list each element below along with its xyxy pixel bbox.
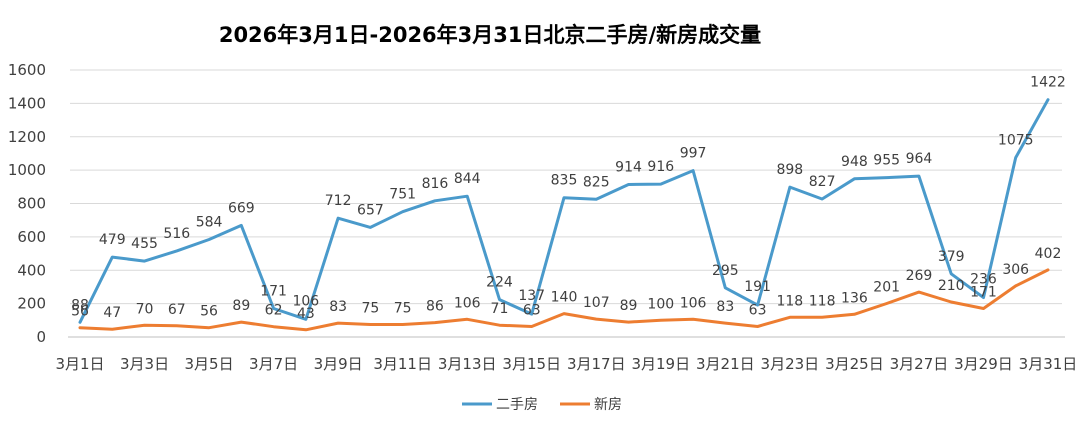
x-tick-label: 3月15日 <box>502 355 561 373</box>
data-label-second-hand: 224 <box>486 275 513 291</box>
data-label-second-hand: 584 <box>196 215 223 231</box>
data-label-second-hand: 191 <box>744 279 771 295</box>
data-label-new-home: 100 <box>647 296 674 312</box>
series-line-second-hand <box>78 98 1050 324</box>
data-label-new-home: 269 <box>906 268 933 284</box>
data-label-second-hand: 751 <box>389 187 416 203</box>
series-line-new-home <box>78 268 1050 332</box>
data-label-second-hand: 916 <box>647 159 674 175</box>
data-label-second-hand: 997 <box>680 146 707 162</box>
data-label-new-home: 63 <box>749 302 767 318</box>
data-label-new-home: 106 <box>680 295 707 311</box>
data-label-new-home: 56 <box>71 304 89 320</box>
data-label-second-hand: 516 <box>163 226 190 242</box>
data-label-second-hand: 898 <box>776 162 803 178</box>
y-tick-label: 800 <box>17 195 46 213</box>
data-label-second-hand: 379 <box>938 249 965 265</box>
data-label-second-hand: 844 <box>454 171 481 187</box>
data-label-new-home: 75 <box>361 300 379 316</box>
data-label-new-home: 118 <box>776 293 803 309</box>
y-tick-label: 1200 <box>8 128 46 146</box>
x-tick-label: 3月19日 <box>631 355 690 373</box>
data-label-new-home: 43 <box>297 306 315 322</box>
data-label-new-home: 136 <box>841 290 868 306</box>
data-label-second-hand: 88 <box>71 297 89 313</box>
x-tick-label: 3月1日 <box>55 355 104 373</box>
data-label-second-hand: 106 <box>292 293 319 309</box>
data-label-second-hand: 236 <box>970 272 997 288</box>
data-label-new-home: 107 <box>583 295 610 311</box>
data-label-new-home: 56 <box>200 304 218 320</box>
data-label-new-home: 89 <box>232 298 250 314</box>
data-label-second-hand: 295 <box>712 263 739 279</box>
y-tick-label: 1000 <box>8 161 46 179</box>
y-tick-label: 0 <box>36 328 46 346</box>
y-tick-label: 1600 <box>8 61 46 79</box>
data-label-second-hand: 835 <box>551 173 578 189</box>
y-tick-label: 600 <box>17 228 46 246</box>
data-label-new-home: 89 <box>620 298 638 314</box>
data-label-new-home: 83 <box>716 299 734 315</box>
legend-label-new-home: 新房 <box>594 397 622 413</box>
data-label-new-home: 402 <box>1035 246 1062 262</box>
x-tick-label: 3月31日 <box>1019 355 1078 373</box>
data-label-new-home: 75 <box>394 300 412 316</box>
data-label-new-home: 210 <box>938 278 965 294</box>
x-tick-label: 3月25日 <box>825 355 884 373</box>
data-label-second-hand: 137 <box>518 288 545 304</box>
data-label-second-hand: 1422 <box>1030 75 1066 91</box>
x-tick-label: 3月3日 <box>120 355 169 373</box>
x-tick-label: 3月23日 <box>761 355 820 373</box>
x-tick-label: 3月11日 <box>373 355 432 373</box>
data-label-second-hand: 1075 <box>998 133 1034 149</box>
data-label-new-home: 86 <box>426 299 444 315</box>
data-label-new-home: 201 <box>873 279 900 295</box>
data-label-new-home: 67 <box>168 302 186 318</box>
data-label-new-home: 71 <box>491 301 509 317</box>
data-label-new-home: 70 <box>136 301 154 317</box>
x-tick-label: 3月9日 <box>314 355 363 373</box>
y-tick-label: 200 <box>17 295 46 313</box>
data-label-new-home: 171 <box>970 284 997 300</box>
legend-label-second-hand: 二手房 <box>496 397 538 413</box>
x-tick-label: 3月29日 <box>954 355 1013 373</box>
data-label-second-hand: 955 <box>873 153 900 169</box>
data-label-new-home: 83 <box>329 299 347 315</box>
y-tick-label: 1400 <box>8 94 46 112</box>
data-label-second-hand: 657 <box>357 202 384 218</box>
data-label-second-hand: 816 <box>422 176 449 192</box>
data-label-new-home: 306 <box>1002 262 1029 278</box>
x-tick-label: 3月27日 <box>890 355 949 373</box>
x-tick-label: 3月7日 <box>249 355 298 373</box>
data-label-new-home: 47 <box>103 305 121 321</box>
data-label-second-hand: 948 <box>841 154 868 170</box>
data-label-new-home: 118 <box>809 293 836 309</box>
data-label-second-hand: 455 <box>131 236 158 252</box>
data-label-second-hand: 914 <box>615 159 642 175</box>
data-label-new-home: 140 <box>551 290 578 306</box>
data-label-second-hand: 669 <box>228 200 255 216</box>
chart-title: 2026年3月1日-2026年3月31日北京二手房/新房成交量 <box>219 23 761 47</box>
x-tick-label: 3月21日 <box>696 355 755 373</box>
data-label-second-hand: 712 <box>325 193 352 209</box>
data-label-new-home: 62 <box>265 303 283 319</box>
x-tick-label: 3月17日 <box>567 355 626 373</box>
data-label-second-hand: 479 <box>99 232 126 248</box>
y-tick-label: 400 <box>17 261 46 279</box>
data-label-second-hand: 825 <box>583 174 610 190</box>
data-label-new-home: 63 <box>523 302 541 318</box>
data-label-second-hand: 964 <box>906 151 933 167</box>
data-label-second-hand: 827 <box>809 174 836 190</box>
data-label-new-home: 106 <box>454 295 481 311</box>
x-tick-label: 3月5日 <box>185 355 234 373</box>
data-label-second-hand: 171 <box>260 283 287 299</box>
x-tick-label: 3月13日 <box>438 355 497 373</box>
